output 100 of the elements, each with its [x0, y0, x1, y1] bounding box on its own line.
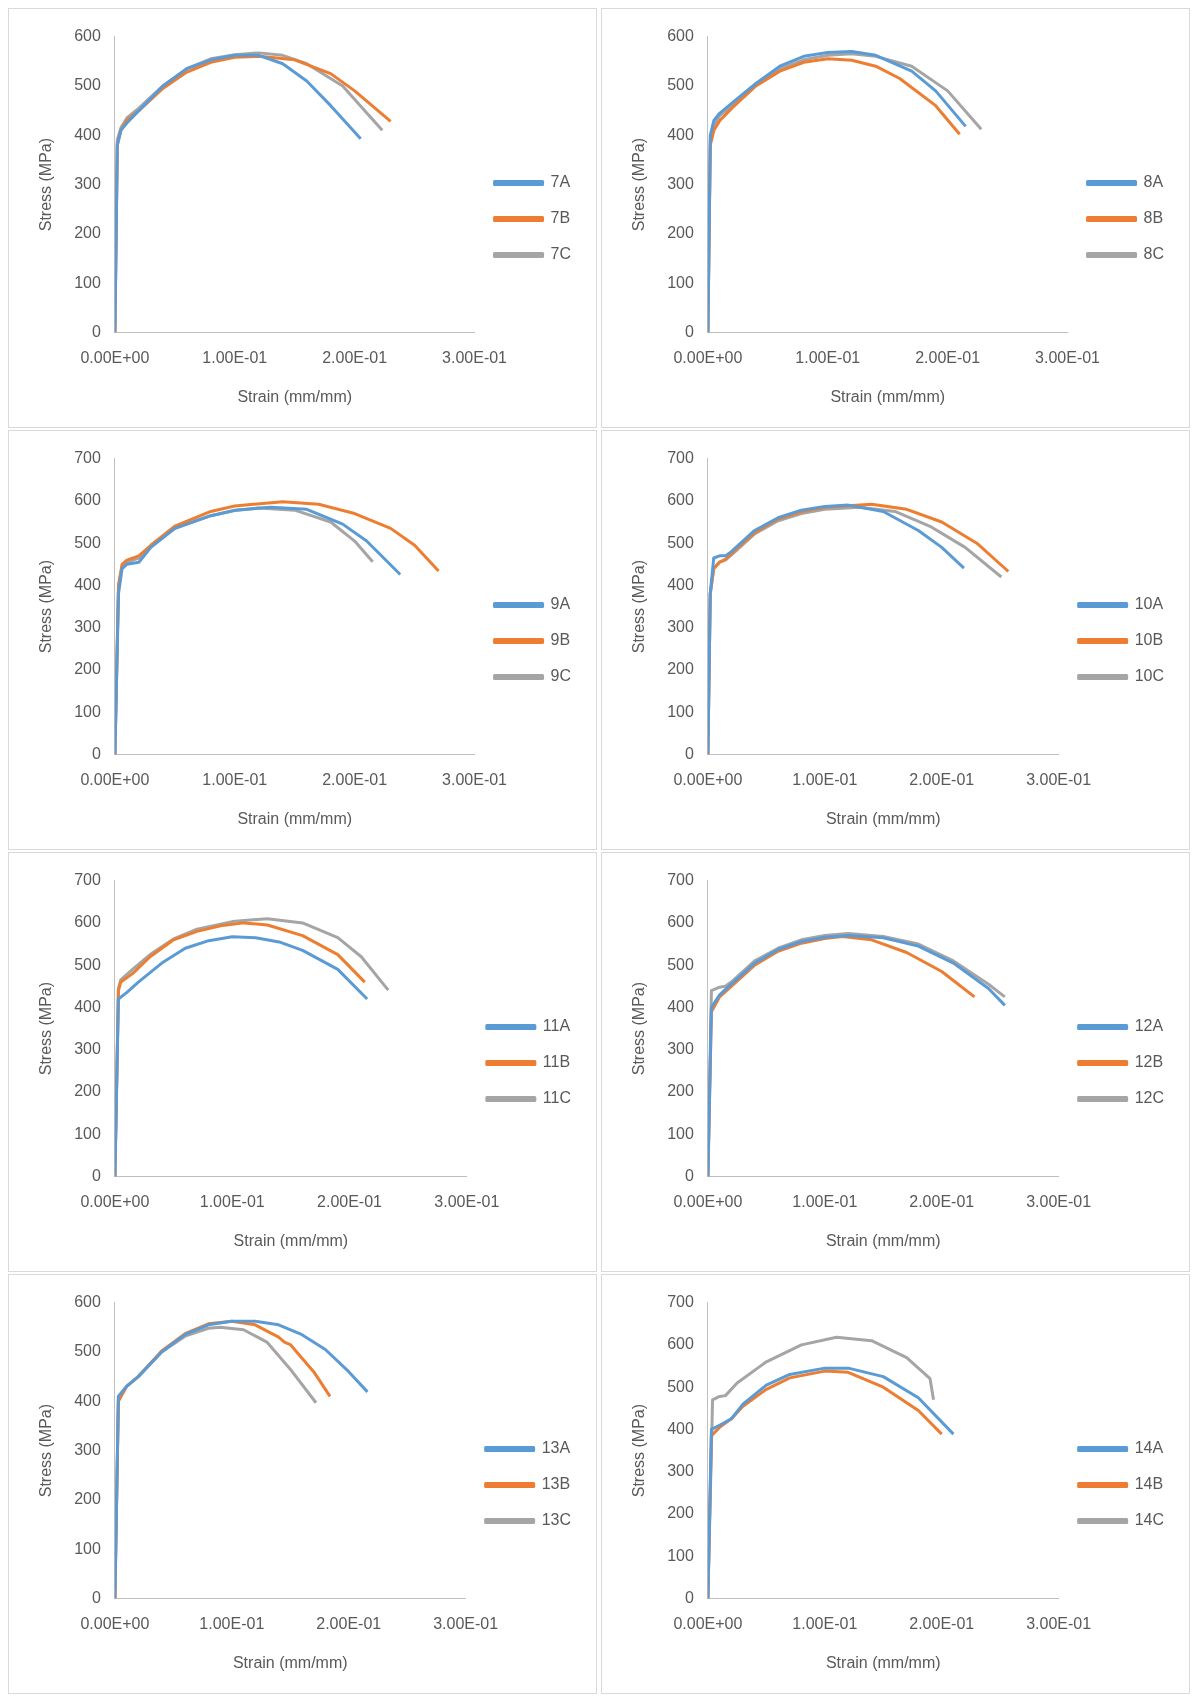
- y-tick-label: 300: [74, 1441, 101, 1459]
- x-axis-title: Strain (mm/mm): [232, 1653, 348, 1671]
- legend-label: 13B: [541, 1475, 571, 1493]
- y-tick-label: 100: [74, 702, 101, 720]
- y-tick-label: 0: [91, 1589, 101, 1607]
- y-tick-label: 100: [74, 273, 101, 291]
- x-tick-label: 1.00E-01: [792, 770, 858, 788]
- y-tick-label: 600: [667, 1335, 694, 1353]
- x-tick-label: 1.00E-01: [199, 1192, 265, 1210]
- legend-label: 14B: [1134, 1475, 1164, 1493]
- legend-label: 9C: [550, 667, 571, 685]
- legend-label: 7C: [550, 245, 571, 263]
- y-tick-label: 100: [667, 1124, 694, 1142]
- legend-label: 9B: [550, 631, 571, 649]
- y-tick-label: 500: [667, 533, 694, 551]
- y-tick-label: 0: [684, 1589, 694, 1607]
- y-tick-label: 400: [74, 575, 101, 593]
- y-tick-label: 700: [74, 449, 101, 467]
- y-tick-label: 100: [667, 702, 694, 720]
- y-tick-label: 300: [667, 1462, 694, 1480]
- y-tick-label: 700: [667, 449, 694, 467]
- y-tick-label: 300: [74, 175, 101, 193]
- x-tick-label: 3.00E-01: [1035, 348, 1101, 366]
- y-axis-title: Stress (MPa): [630, 137, 648, 232]
- x-tick-label: 3.00E-01: [433, 1614, 499, 1632]
- y-tick-label: 400: [74, 125, 101, 143]
- x-tick-label: 2.00E-01: [909, 1192, 975, 1210]
- legend-label: 11C: [542, 1089, 572, 1107]
- legend-label: 14C: [1134, 1511, 1165, 1529]
- y-tick-label: 500: [74, 76, 101, 94]
- y-tick-label: 0: [91, 323, 101, 341]
- y-tick-label: 300: [667, 618, 694, 636]
- x-tick-label: 3.00E-01: [434, 1192, 500, 1210]
- y-axis-title: Stress (MPa): [37, 1403, 55, 1498]
- y-tick-label: 200: [74, 1082, 101, 1100]
- y-tick-label: 200: [74, 660, 101, 678]
- x-tick-label: 3.00E-01: [1026, 770, 1092, 788]
- x-tick-label: 0.00E+00: [80, 770, 150, 788]
- x-tick-label: 0.00E+00: [673, 770, 743, 788]
- y-tick-label: 500: [74, 1342, 101, 1360]
- x-tick-label: 0.00E+00: [80, 348, 150, 366]
- legend-label: 12B: [1134, 1053, 1164, 1071]
- y-tick-label: 100: [667, 1546, 694, 1564]
- x-axis-title: Strain (mm/mm): [825, 809, 941, 827]
- y-tick-label: 200: [74, 224, 101, 242]
- x-tick-label: 0.00E+00: [673, 1614, 743, 1632]
- x-tick-label: 2.00E-01: [909, 1614, 975, 1632]
- y-tick-label: 500: [667, 76, 694, 94]
- y-tick-label: 400: [74, 1391, 101, 1409]
- x-tick-label: 0.00E+00: [80, 1192, 150, 1210]
- y-tick-label: 600: [74, 1293, 101, 1311]
- y-tick-label: 200: [667, 1082, 694, 1100]
- x-tick-label: 0.00E+00: [80, 1614, 150, 1632]
- y-tick-label: 200: [667, 224, 694, 242]
- legend-label: 7A: [550, 173, 571, 191]
- x-tick-label: 3.00E-01: [1026, 1614, 1092, 1632]
- legend-label: 13A: [541, 1439, 571, 1457]
- y-tick-label: 400: [667, 125, 694, 143]
- y-tick-label: 400: [74, 997, 101, 1015]
- y-tick-label: 100: [74, 1124, 101, 1142]
- y-tick-label: 600: [667, 913, 694, 931]
- y-tick-label: 400: [667, 997, 694, 1015]
- legend-label: 8A: [1143, 173, 1164, 191]
- legend-label: 12C: [1134, 1089, 1165, 1107]
- y-tick-label: 300: [667, 1040, 694, 1058]
- y-tick-label: 200: [74, 1490, 101, 1508]
- x-axis-title: Strain (mm/mm): [825, 1231, 941, 1249]
- y-tick-label: 600: [74, 913, 101, 931]
- y-tick-label: 200: [667, 660, 694, 678]
- y-tick-label: 0: [684, 1167, 694, 1185]
- legend-label: 10C: [1134, 667, 1165, 685]
- y-axis-title: Stress (MPa): [630, 981, 648, 1076]
- legend-label: 13C: [541, 1511, 572, 1529]
- legend-label: 12A: [1134, 1017, 1164, 1035]
- x-tick-label: 1.00E-01: [199, 1614, 265, 1632]
- x-tick-label: 1.00E-01: [792, 1192, 858, 1210]
- y-axis-title: Stress (MPa): [37, 137, 55, 232]
- x-tick-label: 3.00E-01: [1026, 1192, 1092, 1210]
- y-axis-title: Stress (MPa): [37, 559, 55, 654]
- x-tick-label: 1.00E-01: [202, 348, 268, 366]
- y-tick-label: 0: [91, 1167, 101, 1185]
- y-axis-title: Stress (MPa): [630, 1403, 648, 1498]
- y-tick-label: 300: [667, 175, 694, 193]
- y-tick-label: 0: [684, 323, 694, 341]
- y-tick-label: 600: [667, 491, 694, 509]
- y-tick-label: 700: [74, 871, 101, 889]
- y-tick-label: 100: [74, 1539, 101, 1557]
- x-axis-title: Strain (mm/mm): [237, 809, 353, 827]
- legend-label: 7B: [550, 209, 571, 227]
- x-tick-label: 2.00E-01: [322, 348, 388, 366]
- y-tick-label: 500: [667, 1377, 694, 1395]
- x-tick-label: 2.00E-01: [317, 1192, 383, 1210]
- x-tick-label: 3.00E-01: [442, 770, 508, 788]
- y-axis-title: Stress (MPa): [630, 559, 648, 654]
- x-tick-label: 1.00E-01: [792, 1614, 858, 1632]
- y-tick-label: 300: [74, 1040, 101, 1058]
- y-tick-label: 700: [667, 1293, 694, 1311]
- legend-label: 14A: [1134, 1439, 1164, 1457]
- x-tick-label: 2.00E-01: [322, 770, 388, 788]
- legend-label: 8C: [1143, 245, 1164, 263]
